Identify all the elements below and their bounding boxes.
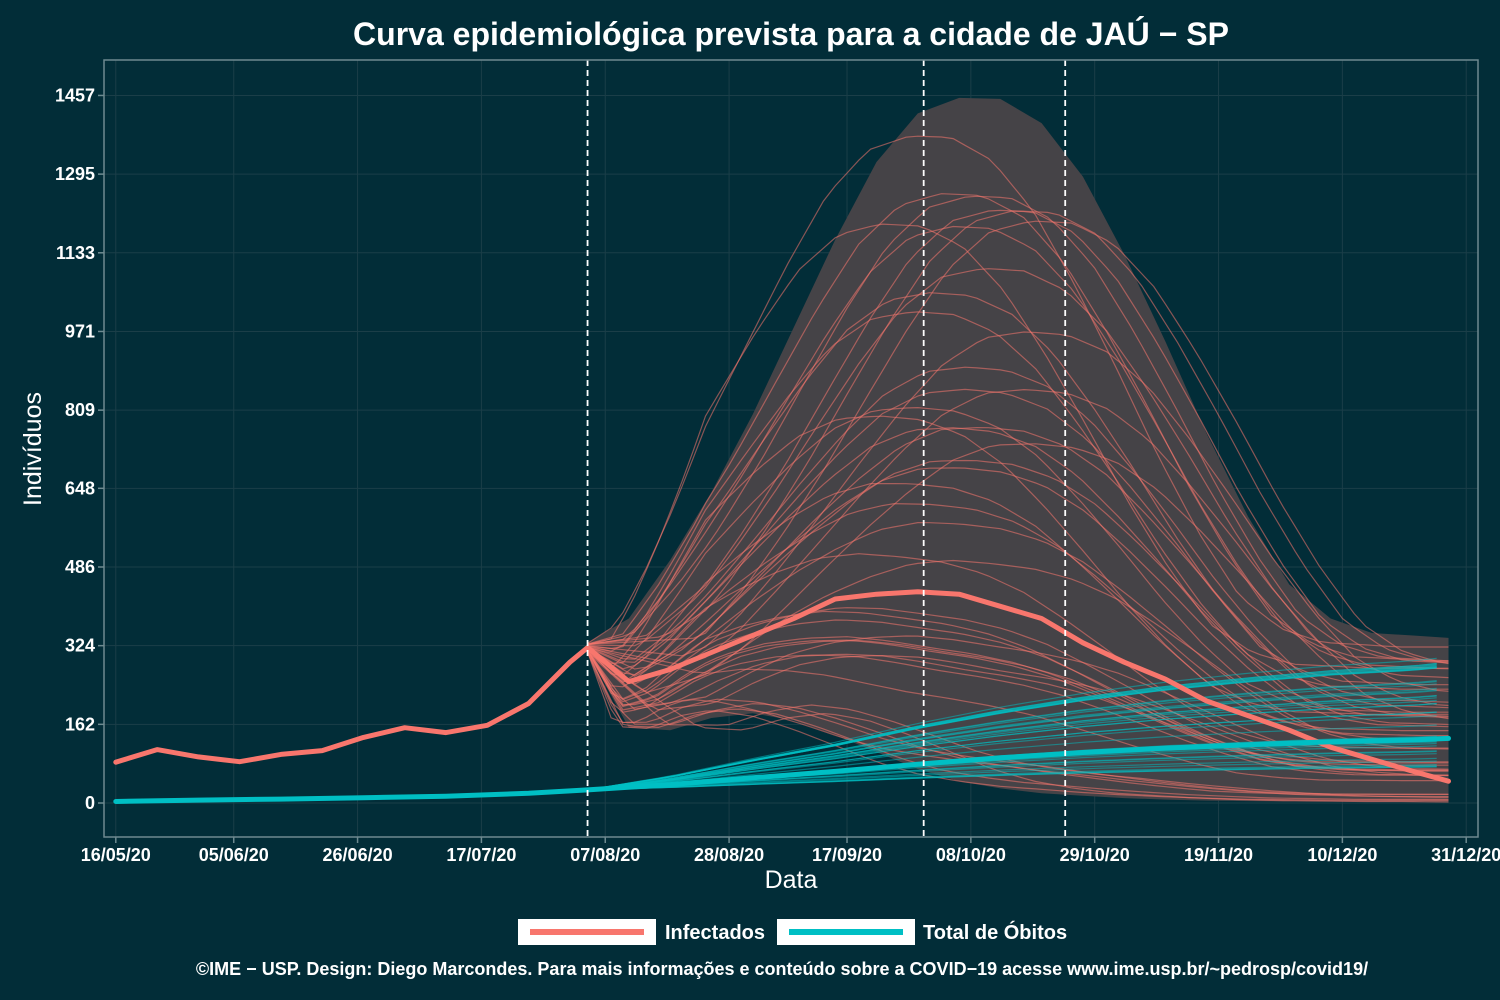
ribbon-layer <box>587 97 1449 802</box>
y-tick-label: 1133 <box>56 243 95 263</box>
simulated-infectados-path <box>587 331 1449 692</box>
simulated-infectados-path <box>587 268 1449 679</box>
prediction-band <box>587 97 1449 802</box>
chart-title: Curva epidemiológica prevista para a cid… <box>353 16 1229 52</box>
x-tick-label: 05/06/20 <box>199 845 269 865</box>
simulated-obitos-path <box>587 665 1437 791</box>
y-tick-label: 1457 <box>55 85 95 105</box>
simulated-infectados-path <box>587 652 1449 800</box>
simulated-obitos-path <box>587 657 1437 791</box>
simulated-obitos-path <box>587 715 1437 791</box>
simulated-infectados-path <box>587 619 1449 766</box>
simulated-infectados-path <box>587 559 1449 750</box>
simulated-obitos-path <box>587 760 1437 791</box>
y-tick-label: 648 <box>65 478 95 498</box>
legend-label-obitos: Total de Óbitos <box>923 920 1067 944</box>
simulated-obitos-path <box>587 694 1437 791</box>
simulated-infectados-path <box>587 650 1449 777</box>
simulated-infectados-path <box>587 193 1449 662</box>
simulated-infectados-path <box>587 223 1449 669</box>
simulated-infectados-path <box>587 639 1449 772</box>
panel-border <box>103 59 1479 838</box>
simulated-infectados-path <box>587 195 1449 662</box>
x-tick-label: 16/05/20 <box>81 845 151 865</box>
x-tick-label: 31/12/20 <box>1431 845 1500 865</box>
simulated-obitos-path <box>587 687 1437 791</box>
simulated-infectados-path <box>587 220 1449 665</box>
series-layer <box>113 589 1451 804</box>
simulated-infectados-path <box>587 651 1449 795</box>
simulated-infectados-path <box>587 388 1449 707</box>
simulated-infectados-path <box>587 502 1449 737</box>
simulated-infectados-path <box>587 652 1449 803</box>
y-tick-label: 324 <box>65 636 95 656</box>
x-axis-title: Data <box>765 866 818 894</box>
simulated-obitos-path <box>587 753 1437 791</box>
y-tick-label: 1295 <box>55 164 95 184</box>
simulated-infectados-path <box>587 209 1449 664</box>
y-tick-label: 0 <box>85 793 95 813</box>
x-tick-label: 19/11/20 <box>1184 845 1253 865</box>
simulated-infectados-path <box>587 483 1449 732</box>
simulated-obitos-path <box>587 680 1437 791</box>
y-tick-label: 162 <box>65 714 95 734</box>
x-tick-label: 17/09/20 <box>812 845 882 865</box>
x-axis: 16/05/20 05/06/20 26/06/20 17/07/20 07/08/20… <box>81 837 1500 865</box>
simulated-infectados-path <box>587 521 1449 741</box>
caption: ©IME − USP. Design: Diego Marcondes. Par… <box>196 959 1368 979</box>
x-tick-label: 17/07/20 <box>446 845 516 865</box>
simulated-obitos-path <box>587 764 1437 791</box>
series-line-obitos <box>113 735 1451 804</box>
legend: Infectados Total de Óbitos <box>518 919 1067 945</box>
simulated-infectados-path <box>587 292 1449 686</box>
simulated-infectados-path <box>587 652 1449 801</box>
simulated-infectados-path <box>587 415 1449 715</box>
x-tick-label: 08/10/20 <box>936 845 1006 865</box>
x-tick-label: 26/06/20 <box>323 845 393 865</box>
simulated-obitos-path <box>587 683 1437 791</box>
legend-label-infectados: Infectados <box>665 922 765 944</box>
simulated-infectados-path <box>587 651 1449 798</box>
y-tick-label: 971 <box>65 321 95 341</box>
simulated-infectados-path <box>587 225 1449 670</box>
simulated-infectados-path <box>587 650 1449 776</box>
y-axis: 0 162 324 486 648 809 971 1133 1295 1457 <box>55 85 104 813</box>
ensemble-layer <box>587 135 1449 803</box>
simulated-infectados-path <box>587 135 1449 648</box>
y-tick-label: 809 <box>65 400 95 420</box>
simulated-infectados-path <box>587 311 1449 690</box>
simulated-infectados-path <box>587 426 1449 717</box>
simulated-infectados-path <box>587 635 1449 770</box>
x-tick-label: 28/08/20 <box>694 845 764 865</box>
simulated-infectados-path <box>587 607 1449 763</box>
simulated-infectados-path <box>587 650 1449 782</box>
x-tick-label: 29/10/20 <box>1060 845 1130 865</box>
y-axis-title: Indivíduos <box>19 392 47 506</box>
series-line-infectados <box>113 589 1451 784</box>
x-tick-label: 10/12/20 <box>1307 845 1377 865</box>
x-tick-label: 07/08/20 <box>570 845 640 865</box>
y-tick-label: 486 <box>65 557 95 577</box>
simulated-obitos-path <box>587 711 1437 791</box>
simulated-obitos-path <box>587 703 1437 791</box>
simulated-infectados-path <box>587 459 1449 726</box>
